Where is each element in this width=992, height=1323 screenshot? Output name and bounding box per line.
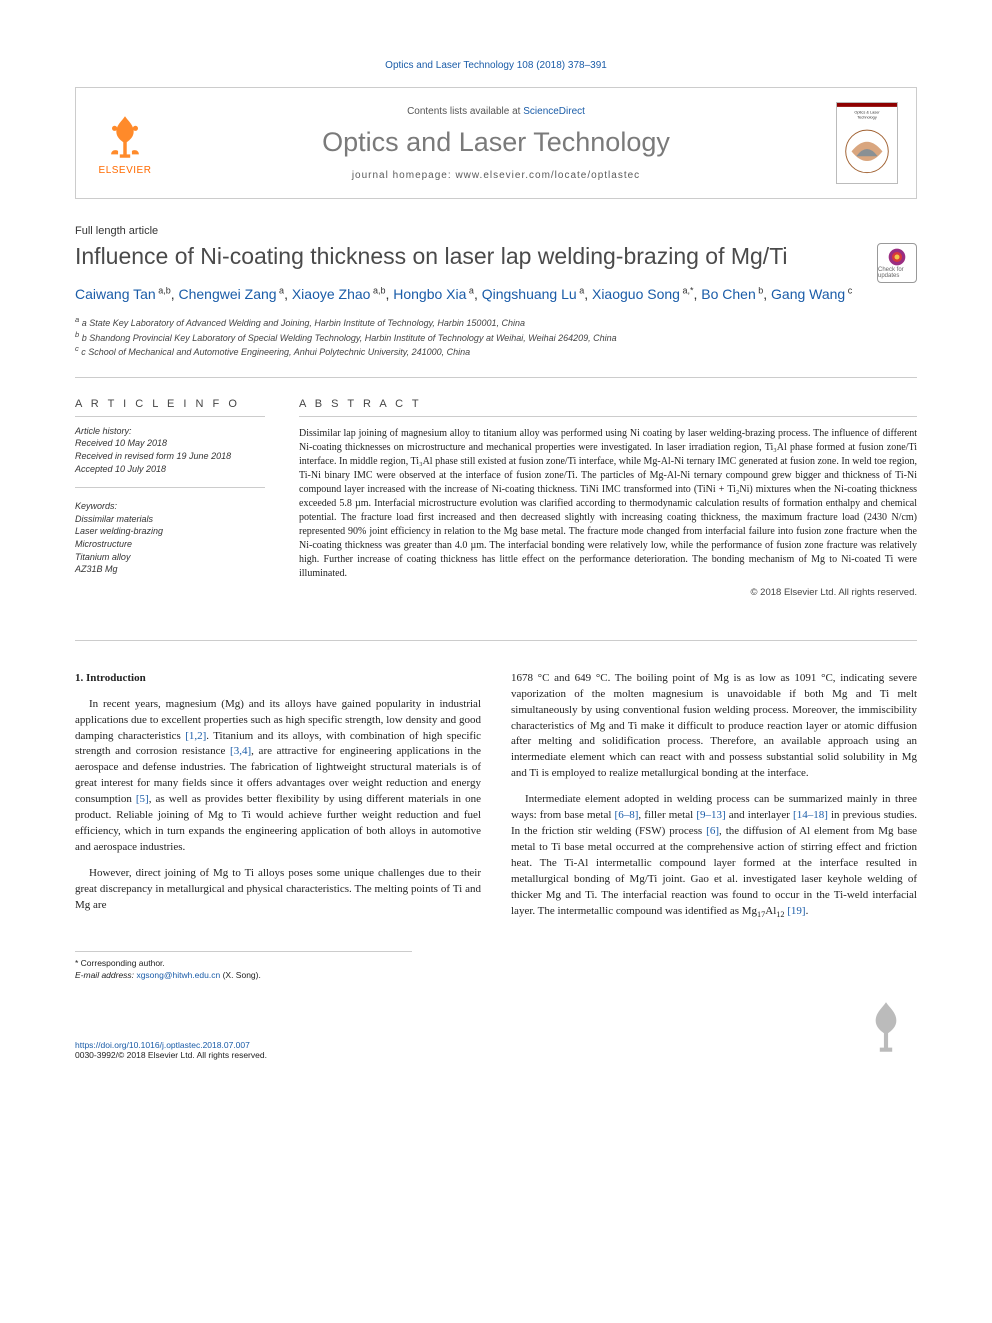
body-paragraph: Intermediate element adopted in welding … (511, 792, 917, 921)
divider (75, 377, 917, 378)
affiliation-item: b b Shandong Provincial Key Laboratory o… (75, 330, 917, 345)
keyword-item: Microstructure (75, 538, 265, 551)
homepage-prefix: journal homepage: (352, 170, 456, 181)
footer-publisher-logo (855, 996, 917, 1060)
keyword-item: AZ31B Mg (75, 563, 265, 576)
article-type: Full length article (75, 225, 917, 237)
corr-author-marker: * Corresponding author. (75, 958, 412, 970)
footer-left: https://doi.org/10.1016/j.optlastec.2018… (75, 1040, 267, 1060)
email-label: E-mail address: (75, 970, 134, 980)
corr-email-line: E-mail address: xgsong@hitwh.edu.cn (X. … (75, 970, 412, 982)
elsevier-tree-icon (99, 111, 151, 163)
citation-link[interactable]: [6–8] (615, 809, 639, 821)
author-link[interactable]: Xiaoye Zhao (292, 286, 371, 302)
citation-link[interactable]: [3,4] (230, 745, 251, 757)
citation-link[interactable]: [6] (706, 825, 719, 837)
citation-link[interactable]: [1,2] (185, 730, 206, 742)
info-abstract-row: A R T I C L E I N F O Article history: R… (75, 398, 917, 600)
keywords-block: Keywords: Dissimilar materials Laser wel… (75, 500, 265, 588)
contents-prefix: Contents lists available at (407, 106, 523, 117)
body-paragraph: In recent years, magnesium (Mg) and its … (75, 697, 481, 856)
check-updates-icon (887, 247, 907, 267)
article-page: Optics and Laser Technology 108 (2018) 3… (0, 0, 992, 1100)
check-updates-label: Check for updates (878, 267, 916, 279)
contents-available-line: Contents lists available at ScienceDirec… (174, 106, 818, 117)
citation-link[interactable]: [9–13] (696, 809, 725, 821)
journal-homepage-line: journal homepage: www.elsevier.com/locat… (174, 170, 818, 181)
history-item: Received in revised form 19 June 2018 (75, 450, 265, 463)
homepage-url[interactable]: www.elsevier.com/locate/optlastec (455, 170, 640, 181)
body-col-right: 1678 °C and 649 °C. The boiling point of… (511, 671, 917, 931)
page-footer: https://doi.org/10.1016/j.optlastec.2018… (75, 996, 917, 1060)
article-history-block: Article history: Received 10 May 2018 Re… (75, 425, 265, 488)
author-link[interactable]: Bo Chen (701, 286, 755, 302)
author-link[interactable]: Qingshuang Lu (482, 286, 577, 302)
svg-text:Optics & Laser: Optics & Laser (854, 111, 880, 115)
journal-cover-thumbnail[interactable]: Optics & Laser Technology (836, 102, 898, 184)
issn-copyright: 0030-3992/© 2018 Elsevier Ltd. All right… (75, 1050, 267, 1060)
author-link[interactable]: Chengwei Zang (178, 286, 276, 302)
divider (75, 640, 917, 641)
doi-link[interactable]: https://doi.org/10.1016/j.optlastec.2018… (75, 1040, 250, 1050)
masthead-center: Contents lists available at ScienceDirec… (174, 106, 818, 181)
body-paragraph: However, direct joining of Mg to Ti allo… (75, 866, 481, 914)
abstract-col: A B S T R A C T Dissimilar lap joining o… (299, 398, 917, 600)
citation-link[interactable]: [19] (787, 905, 805, 917)
author-link[interactable]: Caiwang Tan (75, 286, 156, 302)
keyword-item: Dissimilar materials (75, 513, 265, 526)
body-col-left: 1. Introduction In recent years, magnesi… (75, 671, 481, 931)
journal-name: Optics and Laser Technology (174, 127, 818, 158)
abstract-heading: A B S T R A C T (299, 398, 917, 417)
publisher-name: ELSEVIER (99, 165, 152, 176)
keyword-item: Titanium alloy (75, 551, 265, 564)
journal-masthead: ELSEVIER Contents lists available at Sci… (75, 87, 917, 199)
section-heading: 1. Introduction (75, 671, 481, 687)
email-person: (X. Song). (223, 970, 261, 980)
svg-text:Technology: Technology (857, 115, 877, 119)
keyword-item: Laser welding-brazing (75, 525, 265, 538)
author-link[interactable]: Xiaoguo Song (592, 286, 680, 302)
abstract-copyright: © 2018 Elsevier Ltd. All rights reserved… (299, 587, 917, 598)
affiliation-list: a a State Key Laboratory of Advanced Wel… (75, 315, 917, 359)
citation-link[interactable]: [14–18] (793, 809, 828, 821)
abstract-text: Dissimilar lap joining of magnesium allo… (299, 427, 917, 581)
history-label: Article history: (75, 425, 265, 438)
history-item: Received 10 May 2018 (75, 437, 265, 450)
email-link[interactable]: xgsong@hitwh.edu.cn (136, 970, 220, 980)
body-columns: 1. Introduction In recent years, magnesi… (75, 671, 917, 931)
sciencedirect-link[interactable]: ScienceDirect (523, 106, 585, 117)
article-info-heading: A R T I C L E I N F O (75, 398, 265, 417)
affiliation-item: c c School of Mechanical and Automotive … (75, 344, 917, 359)
author-link[interactable]: Hongbo Xia (393, 286, 466, 302)
article-info-col: A R T I C L E I N F O Article history: R… (75, 398, 265, 600)
history-item: Accepted 10 July 2018 (75, 463, 265, 476)
crossmark-badge[interactable]: Check for updates (877, 243, 917, 283)
body-paragraph: 1678 °C and 649 °C. The boiling point of… (511, 671, 917, 783)
affiliation-item: a a State Key Laboratory of Advanced Wel… (75, 315, 917, 330)
article-title: Influence of Ni-coating thickness on las… (75, 243, 861, 270)
elsevier-tree-icon (855, 996, 917, 1058)
running-head: Optics and Laser Technology 108 (2018) 3… (75, 60, 917, 71)
corresponding-footnote: * Corresponding author. E-mail address: … (75, 951, 412, 982)
author-list: Caiwang Tan a,b, Chengwei Zang a, Xiaoye… (75, 284, 917, 305)
publisher-logo[interactable]: ELSEVIER (94, 111, 156, 176)
author-link[interactable]: Gang Wang (771, 286, 845, 302)
keywords-label: Keywords: (75, 500, 265, 513)
citation-link[interactable]: [5] (136, 793, 149, 805)
